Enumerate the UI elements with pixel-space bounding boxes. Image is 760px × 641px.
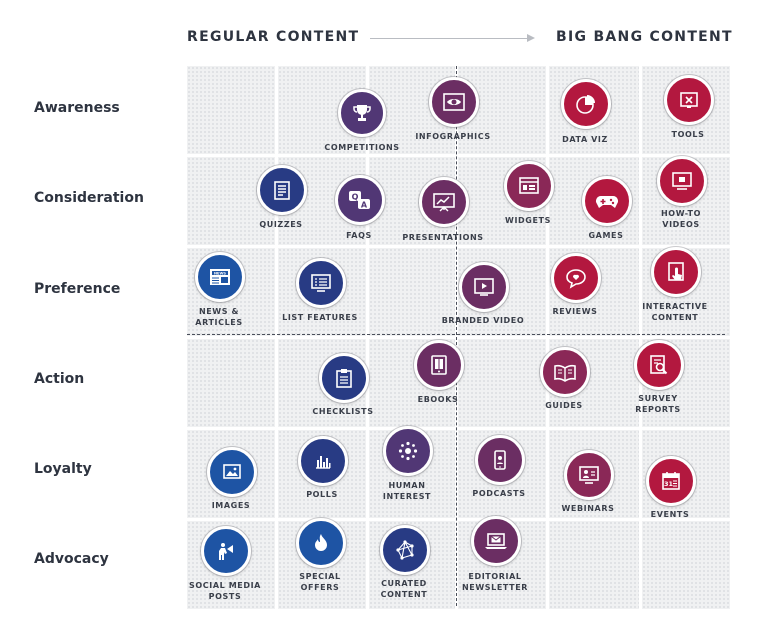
grid-cell — [369, 248, 455, 336]
network-nodes-icon — [380, 525, 430, 575]
grid-cell — [278, 66, 366, 154]
phone-podcast-icon — [475, 435, 525, 485]
row-label-awareness: Awareness — [34, 100, 120, 116]
grid-cell — [458, 339, 546, 427]
webinar-screen-icon — [564, 450, 614, 500]
item-label: WEBINARS — [561, 504, 615, 513]
bar-chart-icon — [298, 436, 348, 486]
item-label: EBOOKS — [417, 395, 459, 404]
item-label: SURVEY REPORTS — [635, 394, 681, 414]
row-label-preference: Preference — [34, 281, 121, 297]
item-label: INTERACTIVE CONTENT — [642, 302, 708, 322]
svg-text:A: A — [361, 201, 368, 210]
eye-chart-icon — [429, 77, 479, 127]
item-label: GUIDES — [545, 401, 583, 410]
calendar-icon: 31 — [646, 456, 696, 506]
newspaper-icon: NEWS — [195, 252, 245, 302]
gamepad-icon — [582, 176, 632, 226]
direction-arrow-line — [370, 38, 528, 39]
report-magnifier-icon — [634, 340, 684, 390]
item-label: HUMAN INTEREST — [382, 481, 432, 501]
review-bubble-icon — [551, 253, 601, 303]
megaphone-person-icon — [201, 526, 251, 576]
list-monitor-icon — [296, 258, 346, 308]
row-label-consideration: Consideration — [34, 190, 144, 206]
arrow-right-icon — [527, 34, 535, 42]
quiz-list-icon — [257, 165, 307, 215]
presentation-board-icon — [419, 177, 469, 227]
row-label-action: Action — [34, 371, 85, 387]
open-book-icon — [540, 347, 590, 397]
item-label: TOOLS — [671, 130, 705, 139]
ebook-reader-icon — [414, 340, 464, 390]
pie-chart-icon — [561, 79, 611, 129]
item-label: SOCIAL MEDIA POSTS — [189, 581, 261, 601]
tools-icon — [664, 75, 714, 125]
item-label: BRANDED VIDEO — [441, 316, 525, 325]
item-label: DATA VIZ — [562, 135, 608, 144]
row-label-advocacy: Advocacy — [34, 551, 109, 567]
row-label-loyalty: Loyalty — [34, 461, 92, 477]
trophy-icon — [338, 89, 386, 137]
item-label: INFOGRAPHICS — [415, 132, 491, 141]
widget-window-icon — [504, 161, 554, 211]
item-label: CURATED CONTENT — [380, 579, 428, 599]
item-label: NEWS & ARTICLES — [195, 307, 243, 327]
item-label: EVENTS — [650, 510, 690, 519]
video-play-icon — [459, 262, 509, 312]
svg-text:NEWS: NEWS — [214, 271, 226, 275]
item-label: LIST FEATURES — [282, 313, 358, 322]
item-label: COMPETITIONS — [324, 143, 400, 152]
item-label: PRESENTATIONS — [402, 233, 484, 242]
grid-cell — [187, 66, 275, 154]
item-label: SPECIAL OFFERS — [299, 572, 341, 592]
item-label: IMAGES — [211, 501, 251, 510]
item-label: PODCASTS — [472, 489, 526, 498]
vertical-divider — [456, 66, 457, 606]
item-label: EDITORIAL NEWSLETTER — [461, 572, 529, 592]
horizontal-divider — [187, 334, 725, 335]
item-label: POLLS — [306, 490, 338, 499]
item-label: QUIZZES — [259, 220, 303, 229]
howto-monitor-icon — [657, 156, 707, 206]
item-label: GAMES — [588, 231, 624, 240]
item-label: REVIEWS — [552, 307, 598, 316]
item-label: WIDGETS — [505, 216, 551, 225]
grid-cell — [187, 339, 275, 427]
image-icon — [207, 447, 257, 497]
people-network-icon — [383, 426, 433, 476]
item-label: CHECKLISTS — [312, 407, 374, 416]
clipboard-icon — [319, 353, 369, 403]
flame-icon — [296, 518, 346, 568]
item-label: FAQS — [346, 231, 372, 240]
item-label: HOW-TO VIDEOS — [661, 209, 701, 229]
regular-content-header: REGULAR CONTENT — [187, 29, 360, 45]
grid-cell — [549, 521, 639, 609]
laptop-envelope-icon — [471, 516, 521, 566]
grid-cell — [642, 521, 730, 609]
svg-text:Q: Q — [352, 193, 359, 202]
svg-text:31: 31 — [664, 480, 674, 488]
touch-screen-icon — [651, 247, 701, 297]
big-bang-content-header: BIG BANG CONTENT — [556, 29, 733, 45]
